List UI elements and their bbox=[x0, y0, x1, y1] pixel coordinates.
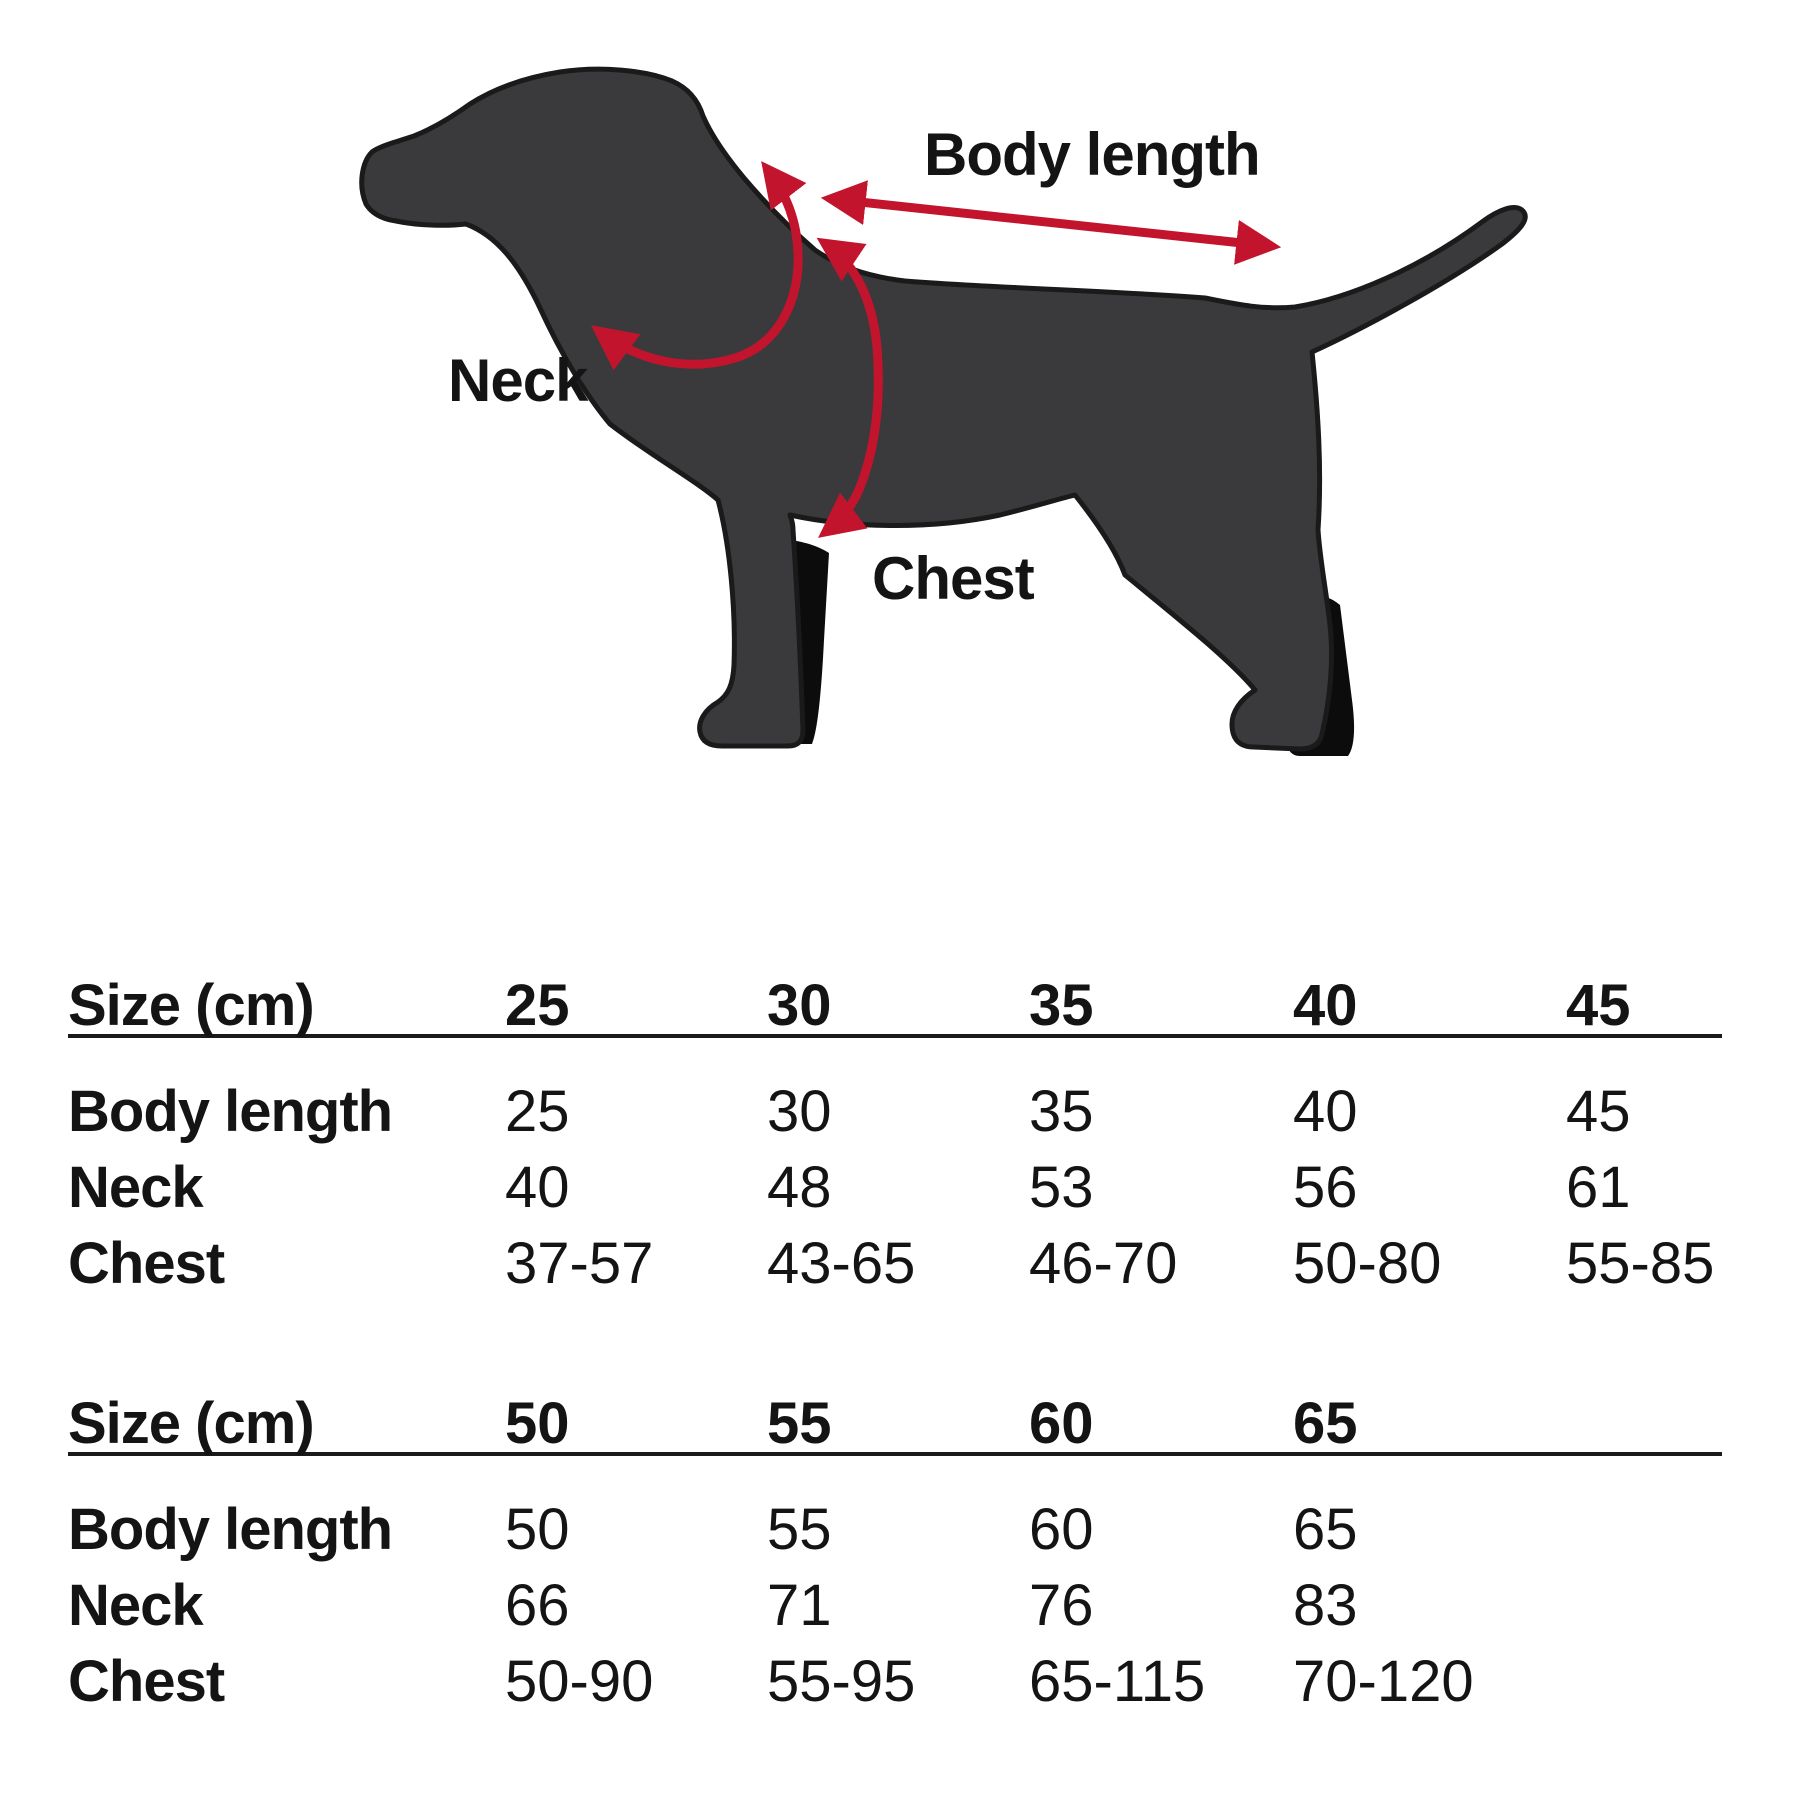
table-row: Body length 50 55 60 65 bbox=[68, 1492, 1722, 1568]
row-value: 37-57 bbox=[505, 1231, 654, 1296]
row-value: 30 bbox=[767, 1079, 832, 1144]
row-value: 55-95 bbox=[767, 1649, 916, 1714]
row-value: 61 bbox=[1566, 1155, 1631, 1220]
table-row: Neck 66 71 76 83 bbox=[68, 1568, 1722, 1644]
row-value: 65-115 bbox=[1029, 1649, 1206, 1714]
row-value: 50-90 bbox=[505, 1649, 654, 1714]
size-column-header: 25 bbox=[505, 973, 570, 1038]
table-row: Neck 40 48 53 56 61 bbox=[68, 1150, 1722, 1226]
body-length-label: Body length bbox=[924, 121, 1261, 188]
size-column-header: 40 bbox=[1293, 973, 1358, 1038]
row-value: 40 bbox=[505, 1155, 570, 1220]
neck-measure-arrow bbox=[590, 161, 807, 371]
row-value: 40 bbox=[1293, 1079, 1358, 1144]
size-column-header: 55 bbox=[767, 1391, 832, 1456]
row-label: Body length bbox=[68, 1079, 393, 1144]
row-value: 65 bbox=[1293, 1497, 1358, 1562]
row-value: 45 bbox=[1566, 1079, 1631, 1144]
size-column-header: 60 bbox=[1029, 1391, 1094, 1456]
row-label: Chest bbox=[68, 1231, 225, 1296]
size-header-label: Size (cm) bbox=[68, 973, 315, 1038]
size-header-label: Size (cm) bbox=[68, 1391, 315, 1456]
size-column-header: 45 bbox=[1566, 973, 1631, 1038]
size-column-header: 50 bbox=[505, 1391, 570, 1456]
size-column-header: 30 bbox=[767, 973, 832, 1038]
row-value: 66 bbox=[505, 1573, 570, 1638]
size-column-header: 65 bbox=[1293, 1391, 1358, 1456]
row-value: 35 bbox=[1029, 1079, 1094, 1144]
table-row: Body length 25 30 35 40 45 bbox=[68, 1074, 1722, 1150]
row-value: 25 bbox=[505, 1079, 570, 1144]
body-length-arrow bbox=[820, 180, 1282, 265]
table-divider-line bbox=[68, 1034, 1722, 1038]
row-value: 56 bbox=[1293, 1155, 1358, 1220]
row-value: 60 bbox=[1029, 1497, 1094, 1562]
row-value: 50 bbox=[505, 1497, 570, 1562]
row-value: 48 bbox=[767, 1155, 832, 1220]
row-value: 53 bbox=[1029, 1155, 1094, 1220]
row-value: 55-85 bbox=[1566, 1231, 1715, 1296]
chest-measure-arrow bbox=[816, 237, 883, 538]
table-header-row: Size (cm) 25 30 35 40 45 bbox=[68, 973, 1722, 1038]
table-divider-line bbox=[68, 1452, 1722, 1456]
size-table-large: Size (cm) 50 55 60 65 Body length 50 55 60 65 Neck… bbox=[68, 1391, 1722, 1720]
row-value: 55 bbox=[767, 1497, 832, 1562]
row-value: 43-65 bbox=[767, 1231, 916, 1296]
row-label: Neck bbox=[68, 1573, 204, 1638]
chest-label: Chest bbox=[872, 545, 1035, 612]
row-value: 50-80 bbox=[1293, 1231, 1442, 1296]
row-value: 46-70 bbox=[1029, 1231, 1178, 1296]
row-value: 76 bbox=[1029, 1573, 1094, 1638]
size-table-small: Size (cm) 25 30 35 40 45 Body length 25 30 35 40 45… bbox=[68, 973, 1722, 1302]
row-value: 71 bbox=[767, 1573, 832, 1638]
table-body: Body length 50 55 60 65 Neck 66 71 76 83 Chest 50-9… bbox=[68, 1492, 1722, 1720]
dog-measurement-diagram bbox=[359, 66, 1528, 756]
row-value: 70-120 bbox=[1293, 1649, 1474, 1714]
neck-label: Neck bbox=[448, 347, 588, 414]
table-row: Chest 50-90 55-95 65-115 70-120 bbox=[68, 1644, 1722, 1720]
row-value: 83 bbox=[1293, 1573, 1358, 1638]
table-row: Chest 37-57 43-65 46-70 50-80 55-85 bbox=[68, 1226, 1722, 1302]
row-label: Chest bbox=[68, 1649, 225, 1714]
table-header-row: Size (cm) 50 55 60 65 bbox=[68, 1391, 1722, 1456]
table-body: Body length 25 30 35 40 45 Neck 40 48 53 56 61 Chest… bbox=[68, 1074, 1722, 1302]
row-label: Body length bbox=[68, 1497, 393, 1562]
size-column-header: 35 bbox=[1029, 973, 1094, 1038]
row-label: Neck bbox=[68, 1155, 204, 1220]
